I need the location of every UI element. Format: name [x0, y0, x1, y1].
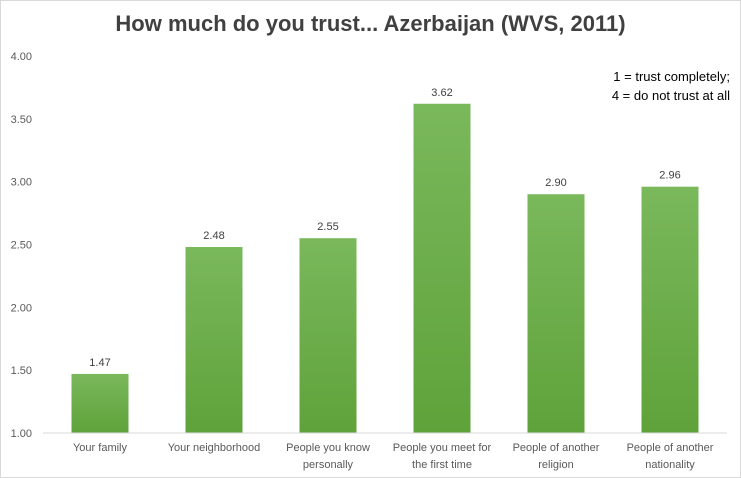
x-category-label: People you meet for	[393, 442, 492, 454]
scale-note-line-2: 4 = do not trust at all	[611, 88, 730, 103]
chart-title: How much do you trust... Azerbaijan (WVS…	[115, 11, 626, 36]
data-label: 3.62	[431, 87, 452, 99]
x-category-label: Your family	[73, 442, 128, 454]
scale-note-line-1: 1 = trust completely;	[613, 69, 730, 84]
x-category-label: religion	[538, 459, 573, 471]
data-label: 1.47	[89, 357, 110, 369]
bar	[527, 194, 585, 433]
scale-note: 1 = trust completely; 4 = do not trust a…	[612, 67, 730, 105]
bar	[299, 238, 357, 433]
y-tick-label: 1.50	[11, 365, 32, 377]
y-tick-label: 2.50	[11, 240, 32, 252]
x-category-label: personally	[303, 459, 354, 471]
x-category-label: the first time	[412, 459, 472, 471]
x-category-label: nationality	[645, 459, 695, 471]
x-category-label: Your neighborhood	[168, 442, 261, 454]
y-tick-label: 2.00	[11, 302, 32, 314]
y-tick-label: 4.00	[11, 51, 32, 63]
bar	[71, 373, 129, 433]
bars: 1.47 2.48 2.55 3.62 2.90 2.96	[71, 87, 699, 434]
y-tick-label: 3.50	[11, 114, 32, 126]
x-category-label: People of another	[627, 442, 714, 454]
data-label: 2.90	[545, 177, 566, 189]
data-label: 2.96	[659, 170, 680, 182]
y-tick-label: 1.00	[11, 428, 32, 440]
data-label: 2.48	[203, 230, 224, 242]
y-tick-label: 3.00	[11, 177, 32, 189]
x-axis: Your family Your neighborhood People you k…	[43, 432, 727, 471]
bar	[641, 186, 699, 433]
x-category-label: People you know	[286, 442, 370, 454]
bar	[185, 247, 243, 433]
bar	[413, 103, 471, 434]
x-category-label: People of another	[513, 442, 600, 454]
y-axis: 1.00 1.50 2.00 2.50 3.00 3.50 4.00	[11, 51, 32, 440]
data-label: 2.55	[317, 221, 338, 233]
